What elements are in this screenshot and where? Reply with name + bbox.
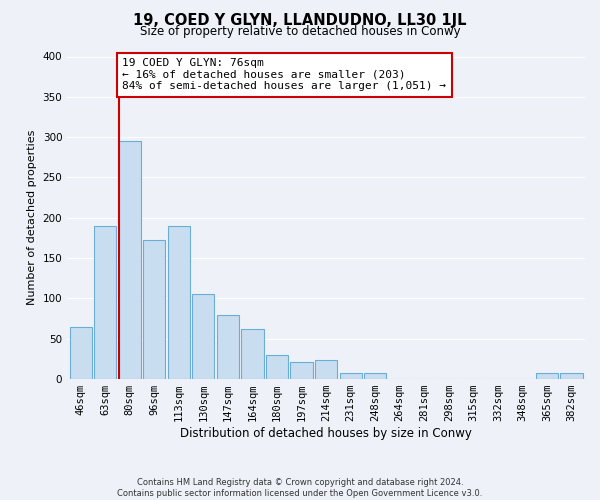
Text: 19 COED Y GLYN: 76sqm
← 16% of detached houses are smaller (203)
84% of semi-det: 19 COED Y GLYN: 76sqm ← 16% of detached …	[122, 58, 446, 92]
Bar	[340, 372, 362, 379]
Bar	[364, 374, 386, 379]
Bar	[193, 294, 214, 379]
X-axis label: Distribution of detached houses by size in Conwy: Distribution of detached houses by size …	[180, 427, 472, 440]
Bar	[143, 240, 166, 379]
Bar	[315, 360, 337, 379]
Bar	[94, 226, 116, 379]
Text: 19, COED Y GLYN, LLANDUDNO, LL30 1JL: 19, COED Y GLYN, LLANDUDNO, LL30 1JL	[133, 12, 467, 28]
Bar	[560, 372, 583, 379]
Bar	[241, 329, 263, 379]
Text: Size of property relative to detached houses in Conwy: Size of property relative to detached ho…	[140, 25, 460, 38]
Bar	[266, 355, 288, 379]
Text: Contains HM Land Registry data © Crown copyright and database right 2024.
Contai: Contains HM Land Registry data © Crown c…	[118, 478, 482, 498]
Y-axis label: Number of detached properties: Number of detached properties	[27, 130, 37, 306]
Bar	[217, 314, 239, 379]
Bar	[290, 362, 313, 379]
Bar	[536, 374, 558, 379]
Bar	[168, 226, 190, 379]
Bar	[70, 326, 92, 379]
Bar	[119, 141, 141, 379]
